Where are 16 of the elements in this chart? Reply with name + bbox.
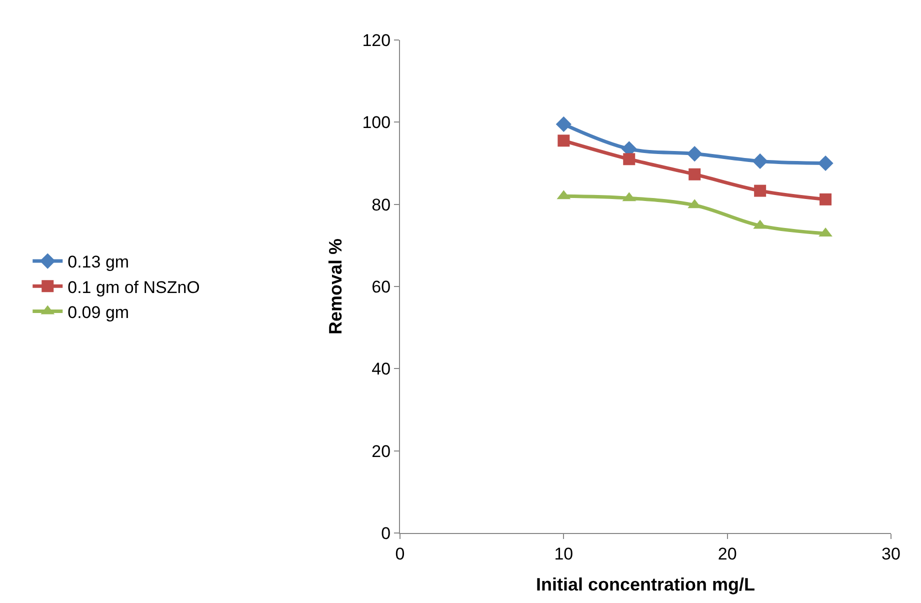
legend-label: 0.13 gm (68, 252, 130, 272)
y-tick-label: 0 (381, 524, 391, 543)
legend-label: 0.1 gm of NSZnO (68, 278, 200, 297)
y-tick-label: 40 (372, 360, 391, 379)
x-tick-label: 10 (554, 544, 574, 564)
y-tick-label: 60 (372, 277, 391, 296)
x-tick-label: 20 (718, 544, 737, 564)
y-axis-title: Removal % (325, 238, 346, 335)
x-tick-label: 0 (395, 544, 405, 564)
x-axis-title: Initial concentration mg/L (536, 574, 756, 594)
legend-label: 0.09 gm (68, 302, 130, 322)
y-tick-label: 120 (362, 30, 391, 50)
y-tick-label: 80 (372, 195, 391, 214)
x-tick-label: 30 (882, 544, 900, 564)
y-tick-label: 100 (362, 113, 391, 132)
y-tick-label: 20 (372, 442, 391, 461)
